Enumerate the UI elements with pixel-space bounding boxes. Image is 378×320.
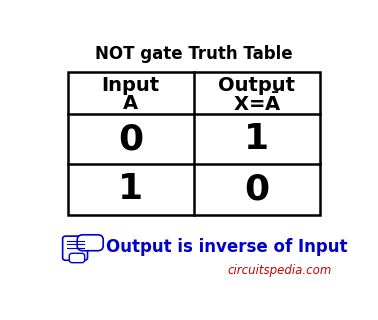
Text: A: A [123,94,138,113]
Bar [68,72,320,215]
FancyBboxPatch shape [69,253,85,263]
Text: 0: 0 [118,122,143,156]
Text: 0: 0 [244,172,269,206]
FancyBboxPatch shape [77,235,103,251]
Text: 1: 1 [118,172,143,206]
Text: Output is inverse of Input: Output is inverse of Input [106,238,347,256]
Text: X=$\mathbf{\bar{A}}$: X=$\mathbf{\bar{A}}$ [232,93,281,115]
Text: 1: 1 [244,122,269,156]
FancyBboxPatch shape [63,236,88,260]
Text: Output: Output [218,76,295,95]
Text: circuitspedia.com: circuitspedia.com [227,263,332,276]
Text: NOT gate Truth Table: NOT gate Truth Table [95,45,293,63]
Text: Input: Input [102,76,160,95]
